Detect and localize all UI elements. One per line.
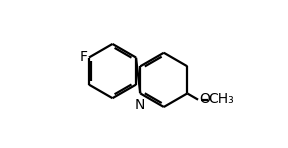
Text: F: F — [79, 50, 87, 64]
Text: N: N — [134, 98, 145, 112]
Text: CH₃: CH₃ — [209, 92, 234, 106]
Text: O: O — [199, 92, 210, 106]
